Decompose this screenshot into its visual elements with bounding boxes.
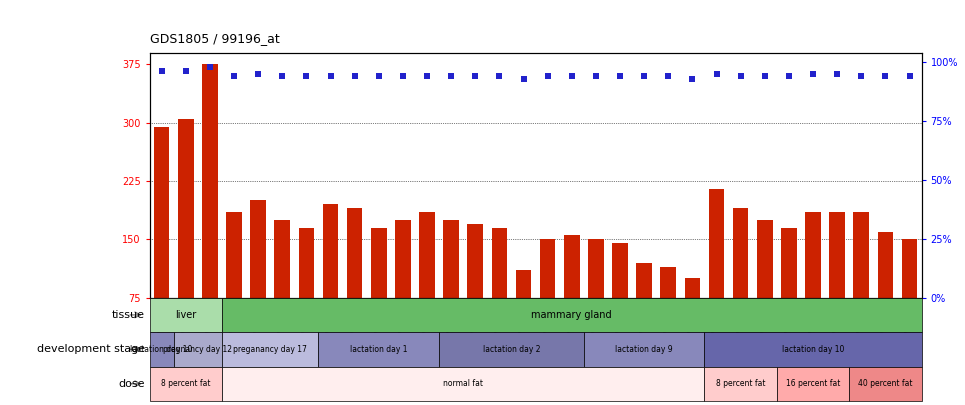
Point (732, 73, 748, 79)
Point (829, 70, 844, 77)
Bar (853, 212, 869, 298)
Point (757, 73, 772, 79)
Bar (419, 212, 435, 298)
Text: 16 percent fat: 16 percent fat (786, 379, 841, 388)
Bar (660, 266, 676, 298)
Bar (443, 220, 459, 298)
Point (371, 73, 386, 79)
Bar (901, 239, 918, 298)
Point (515, 75, 531, 82)
Bar (704, 367, 777, 401)
Bar (226, 212, 242, 298)
Point (781, 73, 796, 79)
Point (564, 73, 579, 79)
Bar (318, 332, 439, 367)
Bar (829, 212, 845, 298)
Bar (250, 200, 266, 298)
Point (636, 73, 651, 79)
Point (684, 75, 700, 82)
Bar (274, 220, 290, 298)
Text: mammary gland: mammary gland (532, 310, 612, 320)
Bar (877, 232, 894, 298)
Text: liver: liver (175, 310, 197, 320)
Bar (757, 220, 773, 298)
Bar (849, 367, 922, 401)
Bar (539, 239, 556, 298)
Point (250, 70, 265, 77)
Bar (298, 228, 315, 298)
Text: preganancy day 17: preganancy day 17 (234, 345, 307, 354)
Text: development stage: development stage (37, 344, 145, 354)
Point (877, 73, 893, 79)
Bar (371, 228, 387, 298)
Point (491, 73, 507, 79)
Point (612, 73, 627, 79)
Point (588, 73, 603, 79)
Point (901, 73, 917, 79)
Bar (636, 263, 652, 298)
Bar (150, 367, 222, 401)
Bar (584, 332, 704, 367)
Point (322, 73, 338, 79)
Bar (439, 332, 584, 367)
Bar (777, 367, 849, 401)
Bar (222, 332, 318, 367)
Text: lactation day 10: lactation day 10 (130, 345, 193, 354)
Point (274, 73, 290, 79)
Text: 8 percent fat: 8 percent fat (161, 379, 210, 388)
Bar (222, 367, 704, 401)
Text: lactation day 10: lactation day 10 (782, 345, 844, 354)
Point (419, 73, 434, 79)
Text: 40 percent fat: 40 percent fat (858, 379, 913, 388)
Point (853, 73, 869, 79)
Point (153, 68, 169, 75)
Bar (395, 220, 411, 298)
Bar (732, 208, 749, 298)
Point (467, 73, 482, 79)
Bar (174, 332, 222, 367)
Point (298, 73, 314, 79)
Point (395, 73, 410, 79)
Bar (515, 271, 532, 298)
Bar (202, 64, 218, 298)
Bar (708, 189, 725, 298)
Bar (564, 235, 580, 298)
Bar (153, 126, 170, 298)
Bar (150, 332, 174, 367)
Text: tissue: tissue (112, 310, 145, 320)
Bar (588, 239, 604, 298)
Point (443, 73, 458, 79)
Point (660, 73, 676, 79)
Point (805, 70, 820, 77)
Point (202, 64, 217, 70)
Point (708, 70, 724, 77)
Bar (805, 212, 821, 298)
Point (346, 73, 362, 79)
Point (178, 68, 193, 75)
Text: lactation day 2: lactation day 2 (482, 345, 540, 354)
Bar (467, 224, 483, 298)
Bar (704, 332, 922, 367)
Text: lactation day 1: lactation day 1 (350, 345, 407, 354)
Bar (150, 298, 222, 332)
Text: pregnancy day 12: pregnancy day 12 (163, 345, 233, 354)
Text: dose: dose (119, 379, 145, 389)
Bar (612, 243, 628, 298)
Bar (781, 228, 797, 298)
Point (539, 73, 555, 79)
Bar (491, 228, 508, 298)
Bar (346, 208, 363, 298)
Text: lactation day 9: lactation day 9 (616, 345, 673, 354)
Text: normal fat: normal fat (443, 379, 483, 388)
Text: GDS1805 / 99196_at: GDS1805 / 99196_at (150, 32, 279, 45)
Bar (684, 278, 701, 298)
Bar (322, 205, 339, 298)
Text: 8 percent fat: 8 percent fat (716, 379, 765, 388)
Bar (178, 119, 194, 298)
Point (226, 73, 241, 79)
